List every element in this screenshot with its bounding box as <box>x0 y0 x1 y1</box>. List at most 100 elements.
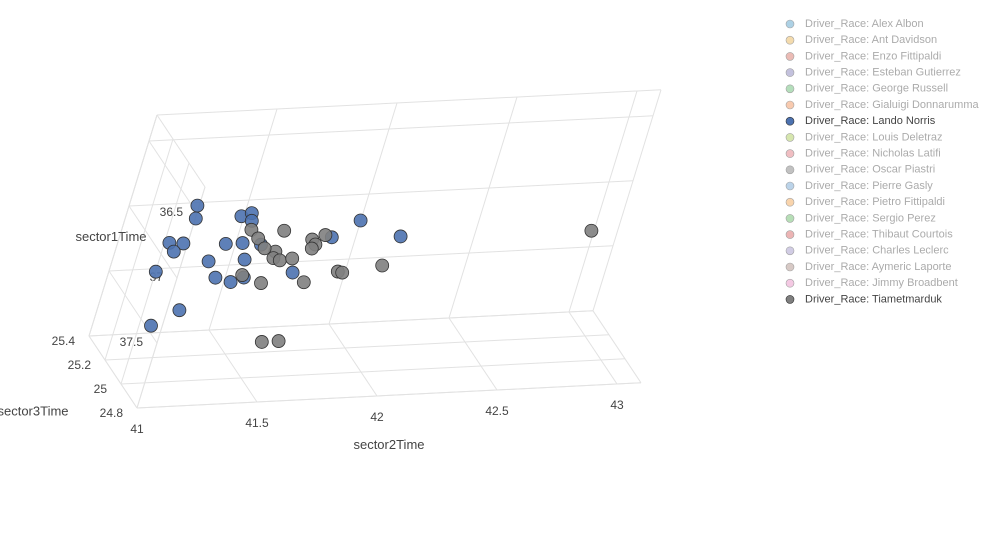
x-tick-label: 41 <box>130 422 144 436</box>
box-edge <box>592 89 662 311</box>
legend-marker <box>785 84 795 94</box>
point <box>148 264 163 279</box>
legend-label: Driver_Race: Aymeric Laporte <box>805 261 952 273</box>
point <box>285 251 300 266</box>
x-grid-line <box>88 335 138 409</box>
legend-item[interactable]: Driver_Race: Thibaut Courtois <box>785 229 953 241</box>
legend-item[interactable]: Driver_Race: Oscar Piastri <box>785 164 935 176</box>
legend-item[interactable]: Driver_Race: Ant Davidson <box>785 34 937 46</box>
legend-item[interactable]: Driver_Race: Pietro Fittipaldi <box>785 196 945 208</box>
x-grid-line <box>208 329 258 403</box>
z-grid-line <box>88 114 158 337</box>
y-grid-line <box>108 245 614 272</box>
box-edge <box>592 310 642 384</box>
legend-label: Driver_Race: Ant Davidson <box>805 34 937 46</box>
point <box>584 223 599 238</box>
legend-label: Driver_Race: Lando Norris <box>805 115 936 127</box>
z-grid-line <box>136 382 642 409</box>
legend-item[interactable]: Driver_Race: Esteban Gutierrez <box>785 67 961 79</box>
legend-item[interactable]: Driver_Race: Aymeric Laporte <box>785 261 952 273</box>
point <box>176 236 191 251</box>
point <box>201 254 216 269</box>
x-tick-label: 43 <box>610 398 624 412</box>
legend-item[interactable]: Driver_Race: Lando Norris <box>785 115 936 127</box>
point <box>218 236 233 251</box>
point <box>254 335 269 349</box>
legend-label: Driver_Race: Pierre Gasly <box>805 180 933 192</box>
legend-marker <box>785 149 795 158</box>
legend-marker <box>785 278 795 288</box>
x-tick-label: 42 <box>370 410 384 424</box>
z-tick-label: 25.4 <box>52 334 76 348</box>
point <box>251 231 266 246</box>
legend-marker <box>785 246 795 256</box>
legend-label: Driver_Race: Alex Albon <box>805 18 924 30</box>
legend-marker <box>785 35 795 45</box>
legend-item[interactable]: Driver_Race: Pierre Gasly <box>785 180 933 192</box>
point <box>223 275 238 289</box>
legend-label: Driver_Race: Enzo Fittipaldi <box>805 50 941 62</box>
legend-marker <box>785 52 795 61</box>
legend-marker <box>785 19 795 29</box>
box-edge <box>156 89 662 116</box>
x-tick-label: 41.5 <box>245 416 269 430</box>
legend-marker <box>785 295 795 304</box>
y-tick-label: 36.5 <box>160 205 184 219</box>
x-grid-line <box>448 96 518 319</box>
x-grid-line <box>328 323 378 397</box>
legend-label: Driver_Race: Sergio Perez <box>805 212 936 224</box>
point <box>304 241 319 256</box>
legend-label: Driver_Race: Jimmy Broadbent <box>805 277 958 289</box>
point <box>235 268 250 282</box>
scene: 4141.54242.54336.53737.524.82525.225.4se… <box>0 89 662 452</box>
point <box>272 253 287 268</box>
legend-label: Driver_Race: Pietro Fittipaldi <box>805 196 945 208</box>
legend-marker <box>785 197 795 207</box>
legend-item[interactable]: Driver_Race: Jimmy Broadbent <box>785 277 958 289</box>
legend-item[interactable]: Driver_Race: Enzo Fittipaldi <box>785 50 941 62</box>
legend-item[interactable]: Driver_Race: Louis Deletraz <box>785 131 943 143</box>
legend-item[interactable]: Driver_Race: Alex Albon <box>785 18 924 30</box>
legend-item[interactable]: Driver_Race: Sergio Perez <box>785 212 936 224</box>
legend-item[interactable]: Driver_Race: George Russell <box>785 83 948 95</box>
x-grid-line <box>448 317 498 391</box>
legend-marker <box>785 133 795 142</box>
legend-marker <box>785 68 795 77</box>
point <box>318 228 333 242</box>
z-tick-label: 25 <box>94 382 108 396</box>
legend-marker <box>785 100 795 110</box>
legend-label: Driver_Race: George Russell <box>805 83 948 95</box>
z-grid-line <box>104 138 174 361</box>
point <box>237 252 252 267</box>
z-tick-label: 25.2 <box>68 358 92 372</box>
box-edge <box>156 114 206 188</box>
point <box>375 258 390 273</box>
legend-label: Driver_Race: Esteban Gutierrez <box>805 67 961 79</box>
y-grid-line <box>128 205 178 279</box>
legend-label: Driver_Race: Oscar Piastri <box>805 164 935 176</box>
legend-marker <box>785 116 795 126</box>
point <box>144 318 158 333</box>
point <box>296 275 311 290</box>
legend-label: Driver_Race: Gialuigi Donnarumma <box>805 99 980 111</box>
point <box>335 265 350 280</box>
point <box>166 244 181 259</box>
legend-item[interactable]: Driver_Race: Tiametmarduk <box>785 293 942 305</box>
legend-item[interactable]: Driver_Race: Charles Leclerc <box>785 245 949 257</box>
legend-marker <box>785 262 795 272</box>
point <box>208 270 223 285</box>
legend-label: Driver_Race: Tiametmarduk <box>805 293 942 305</box>
point <box>353 213 368 228</box>
legend-item[interactable]: Driver_Race: Nicholas Latifi <box>785 148 941 160</box>
x-tick-label: 42.5 <box>485 404 509 418</box>
point <box>257 241 272 256</box>
legend-label: Driver_Race: Nicholas Latifi <box>805 148 941 160</box>
z-tick-label: 24.8 <box>100 406 124 420</box>
x-axis-title: sector2Time <box>353 437 424 452</box>
point <box>285 265 300 280</box>
y-grid-line <box>148 140 198 214</box>
z-grid-line <box>104 334 610 361</box>
legend-item[interactable]: Driver_Race: Gialuigi Donnarumma <box>785 99 980 111</box>
